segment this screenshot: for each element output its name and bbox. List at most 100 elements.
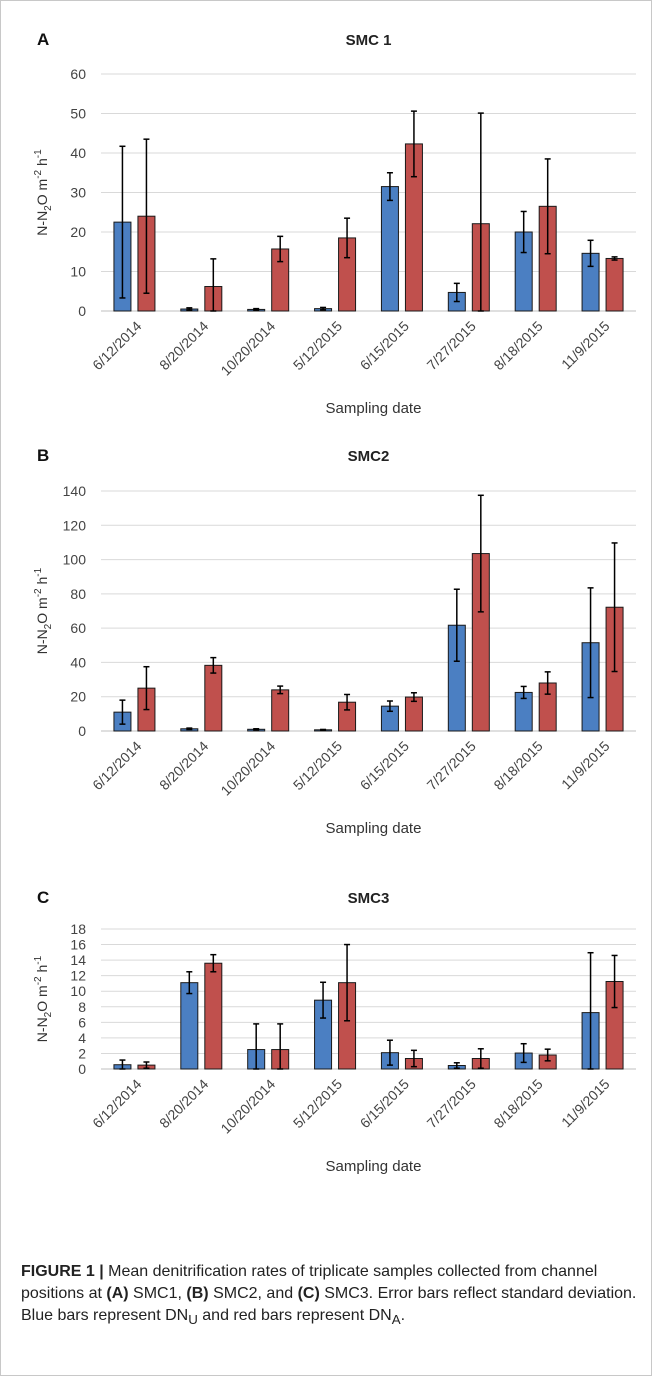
y-tick-label: 4 [78, 1030, 86, 1046]
x-tick-label: 10/20/2014 [217, 1076, 278, 1137]
y-axis-label: N-N2O m-2 h-1 [33, 955, 54, 1042]
y-tick-label: 10 [70, 983, 86, 999]
bar [380, 186, 399, 312]
y-axis-label-part: h [34, 577, 50, 589]
panel-letter: B [37, 446, 49, 465]
y-axis-label-part: N-N [34, 629, 50, 654]
caption-ref-b: (B) [186, 1285, 209, 1302]
caption-ref-c: (C) [297, 1285, 320, 1302]
x-tick-label: 11/9/2015 [558, 1076, 613, 1131]
x-tick-label: 6/15/2015 [357, 318, 413, 374]
panel-letter: A [37, 30, 49, 49]
caption-text-5: and red bars represent DN [197, 1307, 392, 1324]
y-tick-label: 100 [63, 552, 87, 568]
caption-ref-a: (A) [106, 1285, 129, 1302]
x-axis-title: Sampling date [326, 820, 422, 837]
x-axis-title: Sampling date [326, 1158, 422, 1175]
chart-title: SMC3 [348, 890, 390, 907]
bar [605, 257, 624, 312]
panel-letter: C [37, 888, 49, 907]
x-tick-label: 8/20/2014 [156, 1076, 212, 1132]
chart-panel-a: A SMC 1 0 10 20 30 40 50 60 N-N2O m-2 h-1 6/12/201… [33, 30, 636, 417]
bar [404, 696, 423, 732]
x-axis-title: Sampling date [326, 400, 422, 417]
y-tick-label: 0 [78, 723, 86, 739]
y-tick-label: 60 [70, 620, 86, 636]
caption-sub-a: A [391, 1312, 401, 1328]
y-axis-label-part: -2 [33, 976, 44, 985]
x-tick-label: 7/27/2015 [424, 1076, 480, 1132]
bar [204, 664, 223, 732]
y-tick-label: 20 [70, 689, 86, 705]
y-axis-label-part: -2 [33, 588, 44, 597]
x-tick-label: 8/18/2015 [490, 1076, 546, 1132]
y-axis-label: N-N2O m-2 h-1 [33, 149, 54, 236]
y-axis-label-part: h [34, 965, 50, 977]
y-axis-label: N-N2O m-2 h-1 [33, 567, 54, 654]
x-tick-label: 6/12/2014 [89, 738, 145, 794]
chart-panel-b: B SMC2 0 20 40 60 80 100 120 140 N-N2O m-2 h-1 6/12… [33, 446, 636, 837]
y-axis-label-part: -1 [33, 149, 44, 158]
x-tick-label: 6/15/2015 [357, 738, 413, 794]
bar [180, 982, 199, 1070]
y-tick-label: 20 [70, 224, 86, 240]
y-tick-label: 50 [70, 106, 86, 122]
y-axis-label-part: 2 [43, 623, 54, 629]
y-tick-label: 30 [70, 185, 86, 201]
y-axis-label-part: N-N [34, 211, 50, 236]
y-axis-label-part: O m [34, 985, 50, 1011]
caption-label: FIGURE 1 | [21, 1263, 104, 1280]
x-tick-label: 6/15/2015 [357, 1076, 413, 1132]
y-tick-label: 40 [70, 654, 86, 670]
x-tick-label: 11/9/2015 [558, 738, 613, 793]
caption-text-2: SMC1, [128, 1285, 187, 1302]
figure-caption: FIGURE 1 | Mean denitrification rates of… [21, 1261, 637, 1331]
x-tick-label: 10/20/2014 [217, 738, 278, 799]
y-tick-label: 80 [70, 586, 86, 602]
caption-text-6: . [400, 1307, 406, 1324]
caption-sub-u: U [188, 1312, 198, 1328]
x-tick-label: 6/12/2014 [89, 318, 145, 374]
y-tick-label: 6 [78, 1014, 86, 1030]
y-tick-label: 0 [78, 1061, 86, 1077]
y-tick-label: 16 [70, 937, 86, 953]
bar [204, 962, 223, 1070]
x-tick-label: 7/27/2015 [424, 738, 480, 794]
x-tick-label: 11/9/2015 [558, 318, 613, 373]
y-tick-label: 8 [78, 999, 86, 1015]
x-tick-label: 8/20/2014 [156, 318, 212, 374]
y-tick-label: 10 [70, 264, 86, 280]
x-tick-label: 8/18/2015 [490, 738, 546, 794]
y-axis-label-part: -1 [33, 955, 44, 964]
x-tick-label: 5/12/2015 [290, 318, 346, 374]
y-tick-label: 14 [70, 952, 86, 968]
bar [271, 689, 290, 732]
x-tick-label: 5/12/2015 [290, 1076, 346, 1132]
chart-title: SMC 1 [346, 32, 392, 49]
y-axis-label-part: 2 [43, 205, 54, 211]
y-tick-label: 18 [70, 921, 86, 937]
x-tick-label: 8/20/2014 [156, 738, 212, 794]
x-tick-label: 10/20/2014 [217, 318, 278, 379]
y-tick-label: 40 [70, 145, 86, 161]
caption-text-1: Mean denitrification rates of triplicate… [21, 1263, 598, 1302]
caption-text-3: SMC2, and [208, 1285, 298, 1302]
y-tick-label: 0 [78, 303, 86, 319]
x-tick-label: 6/12/2014 [89, 1076, 145, 1132]
y-tick-label: 120 [63, 517, 87, 533]
y-tick-label: 2 [78, 1045, 86, 1061]
chart-title: SMC2 [348, 448, 390, 465]
caption-text-4: SMC3. Error bars reflect standard deviat… [21, 1285, 637, 1324]
y-tick-label: 12 [70, 968, 86, 984]
x-tick-label: 8/18/2015 [490, 318, 546, 374]
y-tick-label: 60 [70, 66, 86, 82]
y-axis-label-part: 2 [43, 1011, 54, 1017]
y-axis-label-part: O m [34, 597, 50, 623]
y-axis-label-part: -2 [33, 169, 44, 178]
y-axis-label-part: N-N [34, 1017, 50, 1042]
x-tick-label: 5/12/2015 [290, 738, 346, 794]
y-axis-label-part: -1 [33, 567, 44, 576]
